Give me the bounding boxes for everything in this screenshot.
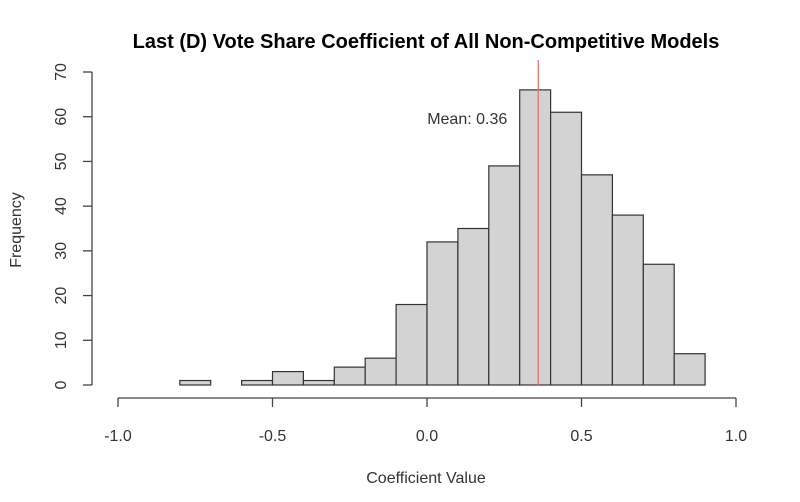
x-tick-label: -0.5 (259, 428, 287, 445)
y-tick-label: 60 (53, 108, 70, 126)
histogram-bar (580, 174, 613, 386)
histogram-bar (642, 263, 675, 386)
x-tick-label: 1.0 (725, 428, 747, 445)
histogram-bar (395, 303, 428, 386)
y-tick-label: 50 (53, 152, 70, 170)
histogram-bar (488, 165, 521, 386)
histogram-bar (271, 370, 304, 386)
y-tick-label: 40 (53, 197, 70, 215)
x-tick-label: 0.0 (416, 428, 438, 445)
y-tick-label: 30 (53, 242, 70, 260)
x-axis: -1.0 -0.5 0.0 0.5 1.0 (104, 397, 747, 445)
y-axis: 0 10 20 30 40 50 60 70 (53, 63, 93, 389)
histogram-bar (457, 227, 490, 386)
histogram-bar (549, 111, 583, 386)
histogram-bar (426, 241, 459, 386)
y-axis-label: Frequency (8, 192, 25, 268)
x-tick-label: -1.0 (104, 428, 132, 445)
x-tick-label: 0.5 (570, 428, 592, 445)
histogram-bar (673, 353, 706, 386)
histogram-bar (519, 89, 552, 386)
histogram-bar (611, 214, 644, 386)
mean-annotation: Mean: 0.36 (427, 111, 507, 128)
y-tick-label: 0 (53, 380, 70, 389)
bars-group (179, 89, 706, 386)
histogram-bar (333, 366, 366, 386)
histogram-bar (179, 379, 212, 386)
y-tick-label: 70 (53, 63, 70, 81)
histogram-bar (241, 379, 274, 386)
histogram-bar (364, 357, 397, 386)
y-tick-label: 10 (53, 331, 70, 349)
chart-title: Last (D) Vote Share Coefficient of All N… (133, 31, 720, 53)
histogram-bar (302, 379, 335, 386)
y-tick-label: 20 (53, 287, 70, 305)
x-axis-label: Coefficient Value (366, 470, 486, 487)
